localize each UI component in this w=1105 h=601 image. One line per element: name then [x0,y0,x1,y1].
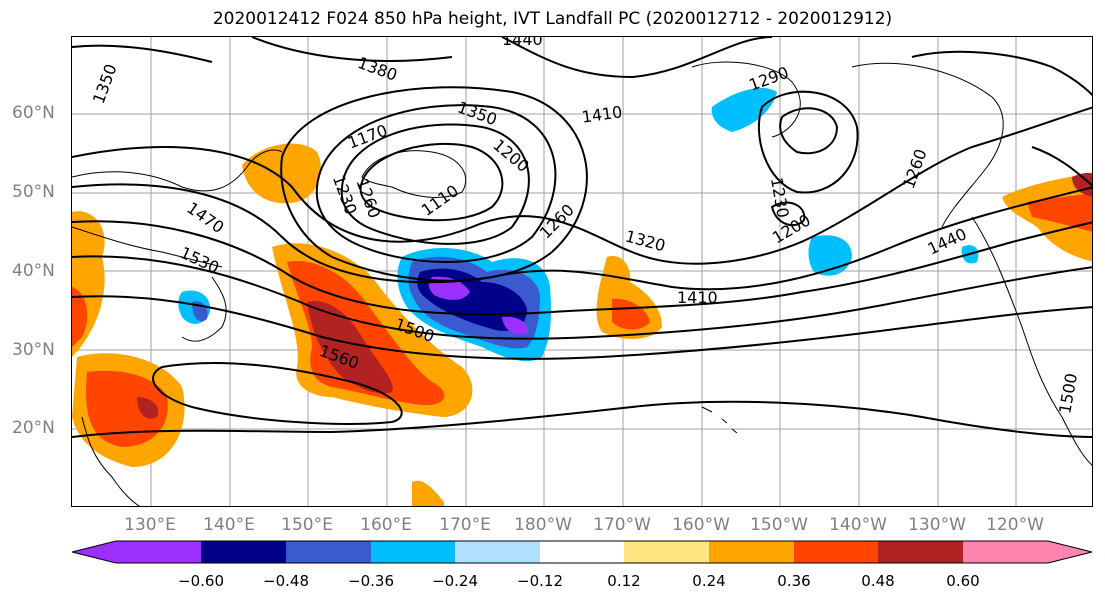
contour-label: 1260 [536,200,578,242]
colorbar-extend-high [963,541,1092,563]
lon-label: 160°W [672,515,730,535]
colorbar-tick: 0.48 [861,572,895,590]
gridlines [72,37,1092,506]
map-panel: 1440 1350 1380 1290 1350 1410 1170 1200 … [71,36,1093,507]
contour-label: 1380 [355,53,400,85]
colorbar-cell [878,541,963,563]
colorbar-tick: 0.60 [946,572,980,590]
lon-label: 130°E [124,515,176,535]
contour-label: 1470 [183,198,227,237]
colorbar-tick: −0.60 [178,572,224,590]
contour-label: 1230 [329,172,361,217]
colorbar-cell [371,541,455,563]
ivt-positive-shading [72,143,1092,506]
lon-label: 150°W [750,515,808,535]
colorbar-cell [201,541,286,563]
lon-label: 120°W [986,515,1044,535]
lat-label: 40°N [12,261,55,281]
contour-label: 1410 [677,288,718,307]
map-canvas: 1440 1350 1380 1290 1350 1410 1170 1200 … [72,37,1092,506]
colorbar-tick: −0.36 [348,572,394,590]
colorbar-cell [540,541,624,563]
colorbar-cell [286,541,371,563]
lon-label: 170°E [439,515,491,535]
lat-label: 30°N [12,340,55,360]
contour-label: 1410 [581,102,624,126]
contour-label: 1530 [177,243,222,277]
lat-label: 60°N [12,103,55,123]
colorbar-extend-low [72,541,201,563]
contour-label: 1350 [89,61,121,106]
contour-label: 1440 [502,37,543,49]
colorbar [71,540,1093,564]
colorbar-outline [71,540,1093,564]
colorbar-tick: 0.12 [607,572,641,590]
lon-label: 140°W [829,515,887,535]
map-title: 2020012412 F024 850 hPa height, IVT Land… [212,9,893,29]
lon-label: 150°E [281,515,333,535]
contour-label: 1500 [1055,372,1081,415]
colorbar-cells [71,540,1093,564]
colorbar-tick: −0.48 [263,572,309,590]
contour-label: 1230 [767,176,793,219]
lon-label: 140°E [203,515,255,535]
colorbar-tick: −0.12 [517,572,563,590]
lon-label: 170°W [593,515,651,535]
colorbar-cell [624,541,709,563]
colorbar-tick: 0.24 [692,572,726,590]
colorbar-tick: 0.36 [777,572,811,590]
contour-label: 1260 [899,146,931,191]
height-contours [72,37,1092,438]
lon-label: 160°E [360,515,412,535]
colorbar-cell [455,541,540,563]
colorbar-cell [709,541,794,563]
colorbar-cell [794,541,878,563]
lat-label: 20°N [12,418,55,438]
lat-label: 50°N [12,182,55,202]
coastlines [72,61,1092,506]
colorbar-tick: −0.24 [432,572,478,590]
contour-label: 1110 [418,181,462,220]
lon-label: 130°W [908,515,966,535]
lon-label: 180°W [514,515,572,535]
